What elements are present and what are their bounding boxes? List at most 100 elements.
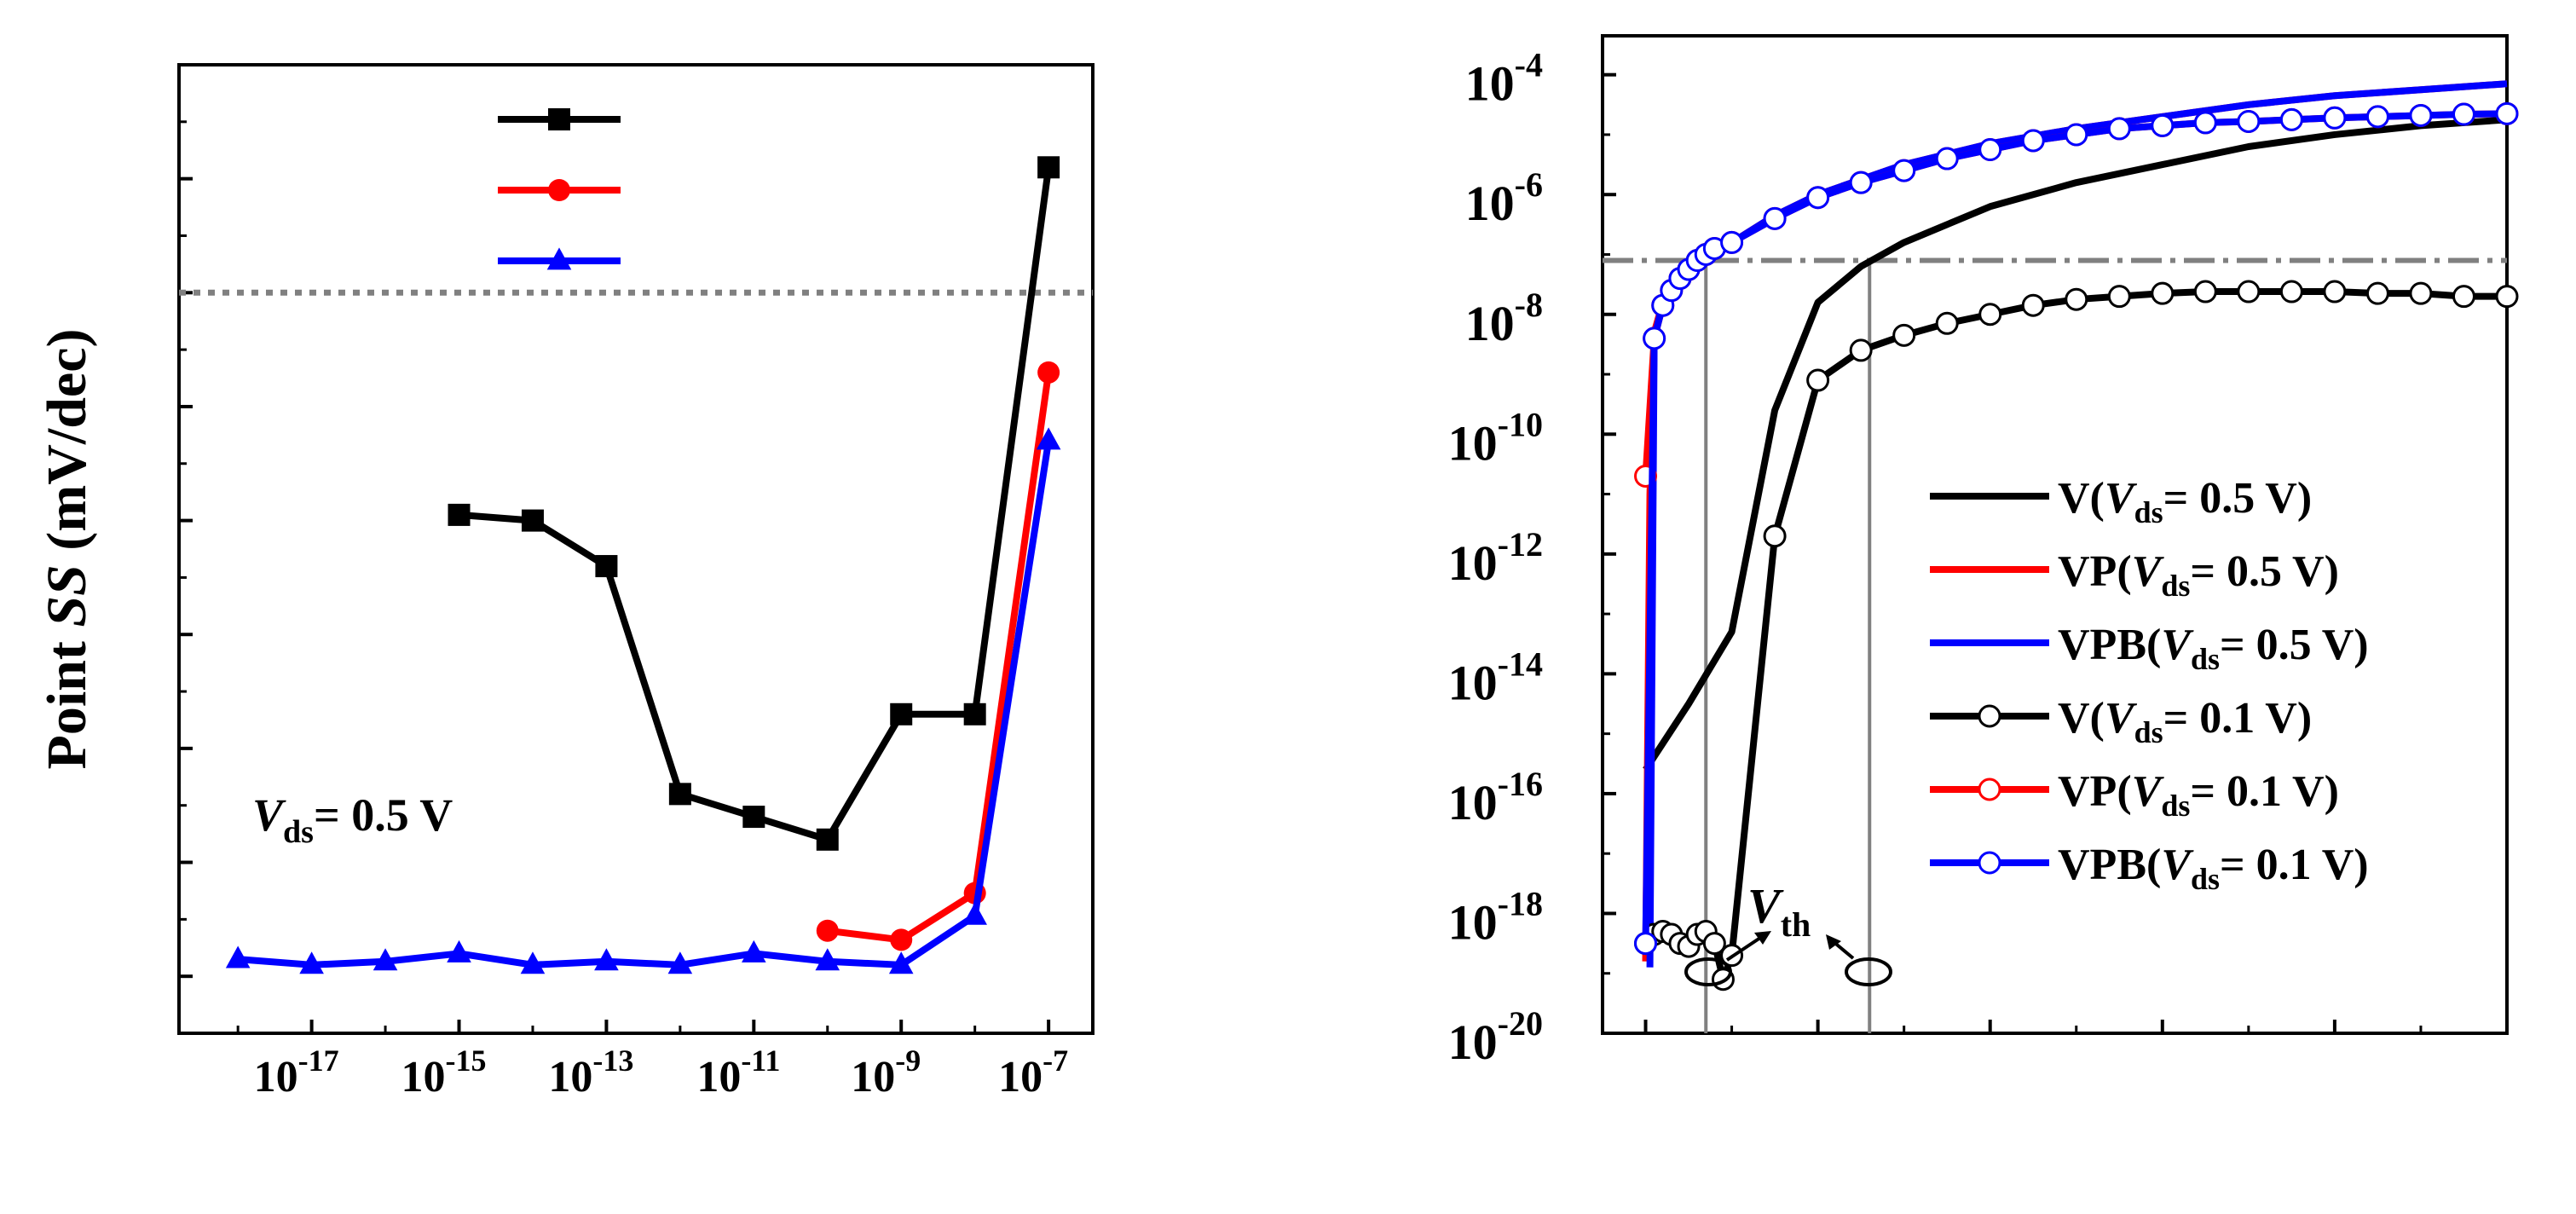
y-axis-label-italic: SS (36, 564, 98, 627)
data-point (890, 928, 913, 951)
data-point (962, 902, 987, 925)
x-tick-base: 10 (851, 1053, 895, 1101)
data-point (1978, 138, 2002, 162)
legend-label-pre: V( (2058, 474, 2105, 523)
x-tick-label: 10-11 (696, 1043, 780, 1101)
data-point (1892, 323, 1916, 347)
data-point (1849, 171, 1873, 194)
data-point (520, 951, 546, 974)
y-tick-label: 10-14 (1448, 645, 1543, 710)
legend-marker (548, 108, 570, 130)
vth-marker-ellipse (1845, 957, 1892, 986)
vds-annotation: Vds= 0.5 V (252, 789, 453, 850)
data-point (2193, 111, 2217, 135)
x-tick-base: 10 (548, 1053, 592, 1101)
legend-label: VPB(Vds= 0.5 V) (2058, 621, 2369, 676)
x-tick-base: 10 (998, 1053, 1043, 1101)
y-tick-base: 10 (1448, 775, 1498, 830)
vth-label-sub: th (1781, 905, 1811, 944)
legend-label-sub: ds (2134, 495, 2163, 529)
vth-annotation: Vth (1684, 878, 1892, 986)
y-tick-base: 10 (1465, 56, 1515, 112)
data-point (2323, 106, 2347, 130)
data-point (2107, 117, 2131, 141)
data-point (2365, 281, 2389, 305)
legend-label-pre: VPB( (2058, 621, 2161, 669)
legend-label-v: V (2105, 694, 2138, 743)
legend-label-v: V (2132, 767, 2165, 816)
x-tick-label: 10-13 (548, 1043, 633, 1101)
vds-annotation-v: V (252, 789, 286, 841)
plot-frame (1601, 34, 2509, 1035)
data-point (1720, 230, 1744, 254)
data-point (1036, 427, 1061, 450)
data-point (2065, 123, 2088, 147)
y-tick-label: 10-20 (1448, 1004, 1543, 1070)
y-tick-exponent: -18 (1498, 884, 1543, 922)
x-tick-label: 10-9 (851, 1043, 921, 1101)
y-tick-exponent: -20 (1498, 1004, 1543, 1043)
plot-frame (177, 63, 1095, 1035)
y-tick-label: 10-10 (1448, 405, 1543, 471)
y-axis-label-suffix: (mV/dec) (36, 329, 98, 565)
legend-marker (1978, 851, 2001, 875)
y-tick-exponent: -14 (1498, 645, 1543, 683)
data-point (2452, 102, 2475, 126)
data-point (2151, 281, 2175, 305)
series-line (459, 166, 1053, 843)
data-point (2193, 280, 2217, 304)
data-point (1037, 156, 1060, 179)
y-tick-label: 10-12 (1448, 525, 1543, 591)
y-tick-base: 10 (1448, 415, 1498, 471)
x-tick-exponent: -13 (592, 1043, 633, 1078)
series-v-0.5 (1643, 116, 2508, 772)
legend-label-sub: ds (2161, 569, 2190, 603)
y-tick-label: 10-16 (1448, 765, 1543, 830)
legend-label: VP(Vds= 0.5 V) (2058, 547, 2339, 603)
series-vpb-0.1 (1634, 101, 2519, 956)
data-point (2323, 280, 2347, 304)
y-tick-exponent: -16 (1498, 765, 1543, 803)
y-tick-base: 10 (1448, 655, 1498, 710)
y-tick-base: 10 (1448, 894, 1498, 950)
data-point (299, 951, 324, 974)
data-point (2409, 103, 2433, 127)
series-v-ehbtfet (448, 156, 1060, 851)
data-point (1037, 361, 1060, 384)
y-tick-base: 10 (1465, 176, 1515, 231)
data-point (1935, 311, 1959, 335)
data-point (668, 783, 691, 806)
data-point (2365, 105, 2389, 129)
data-point (2452, 285, 2475, 309)
data-point (816, 828, 839, 851)
y-tick-exponent: -4 (1515, 46, 1543, 84)
legend-label-v: V (2161, 621, 2194, 669)
y-tick-label: 10-6 (1465, 165, 1543, 231)
y-axis-label: Point SS (mV/dec) (36, 329, 98, 770)
data-point (2409, 281, 2433, 305)
vth-arrow (1725, 934, 1765, 962)
data-point (1849, 338, 1873, 362)
data-point (1935, 147, 1959, 171)
x-tick-exponent: -17 (298, 1043, 339, 1078)
legend-label-post: = 0.1 V) (2190, 767, 2339, 816)
data-point (1702, 932, 1726, 956)
panel-b: 10-410-610-810-1010-1210-1410-1610-1810-… (1448, 34, 2519, 1070)
x-tick-base: 10 (401, 1053, 446, 1101)
legend-label: V(Vds= 0.5 V) (2058, 474, 2312, 529)
y-tick-label: 10-18 (1448, 884, 1543, 950)
legend-label-v: V (2161, 841, 2194, 889)
legend-label-sub: ds (2161, 789, 2190, 823)
data-point (1763, 524, 1787, 548)
data-point (448, 503, 471, 526)
legend-label-post: = 0.1 V) (2220, 841, 2369, 889)
data-point (2495, 285, 2519, 309)
series-line (827, 372, 1053, 944)
legend-marker (548, 179, 570, 201)
x-tick-label: 10-15 (401, 1043, 487, 1101)
legend-label-v: V (2105, 474, 2138, 523)
x-tick-exponent: -7 (1043, 1043, 1068, 1078)
y-tick-exponent: -10 (1498, 405, 1543, 443)
legend-label-sub: ds (2191, 642, 2220, 676)
